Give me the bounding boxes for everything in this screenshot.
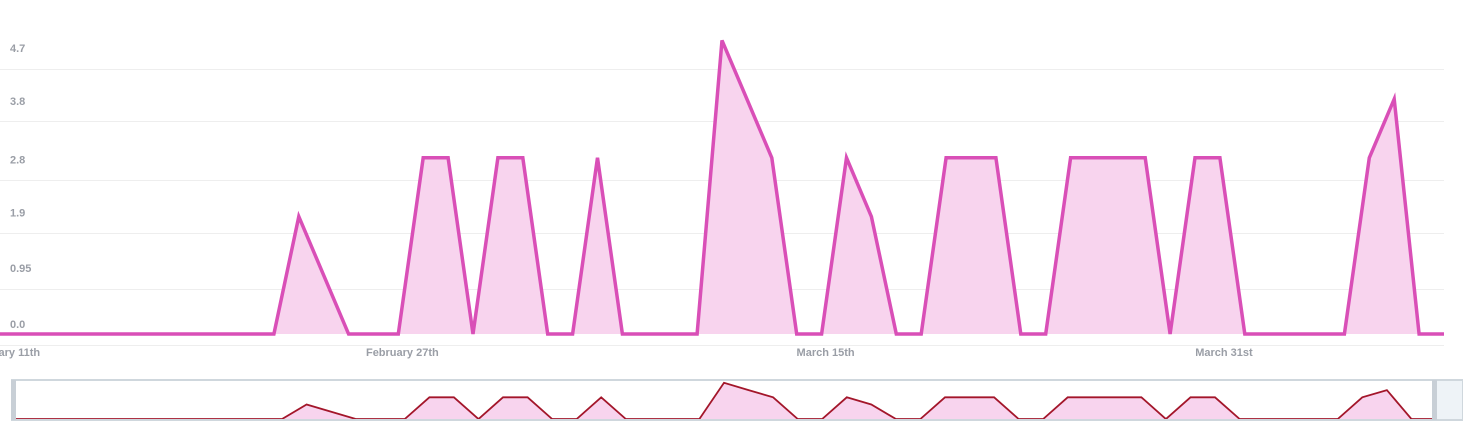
x-tick-label: March 31st	[1195, 347, 1253, 359]
navigator-right-handle[interactable]	[1432, 380, 1437, 420]
y-tick-label: 0.95	[10, 263, 31, 275]
y-tick-label: 1.9	[10, 207, 25, 219]
navigator-unselected-region	[1437, 381, 1462, 419]
y-tick-label: 0.0	[10, 319, 25, 331]
y-tick-label: 3.8	[10, 96, 25, 108]
x-tick-label: February 11th	[0, 347, 40, 359]
range-navigator[interactable]	[11, 379, 1463, 421]
x-tick-label: March 15th	[797, 347, 855, 359]
series-line	[0, 39, 1444, 336]
y-axis: 0.0 0.95 1.9 2.8 3.8 4.7	[10, 43, 31, 331]
navigator-left-handle[interactable]	[11, 380, 16, 420]
y-tick-label: 2.8	[10, 155, 25, 167]
y-tick-label: 4.7	[10, 43, 25, 55]
x-axis: February 11th February 27th March 15th Marc…	[0, 347, 1253, 359]
plot-area	[0, 39, 1444, 336]
navigator-area	[12, 382, 1436, 419]
x-tick-label: February 27th	[366, 347, 439, 359]
series-area	[0, 40, 1444, 335]
